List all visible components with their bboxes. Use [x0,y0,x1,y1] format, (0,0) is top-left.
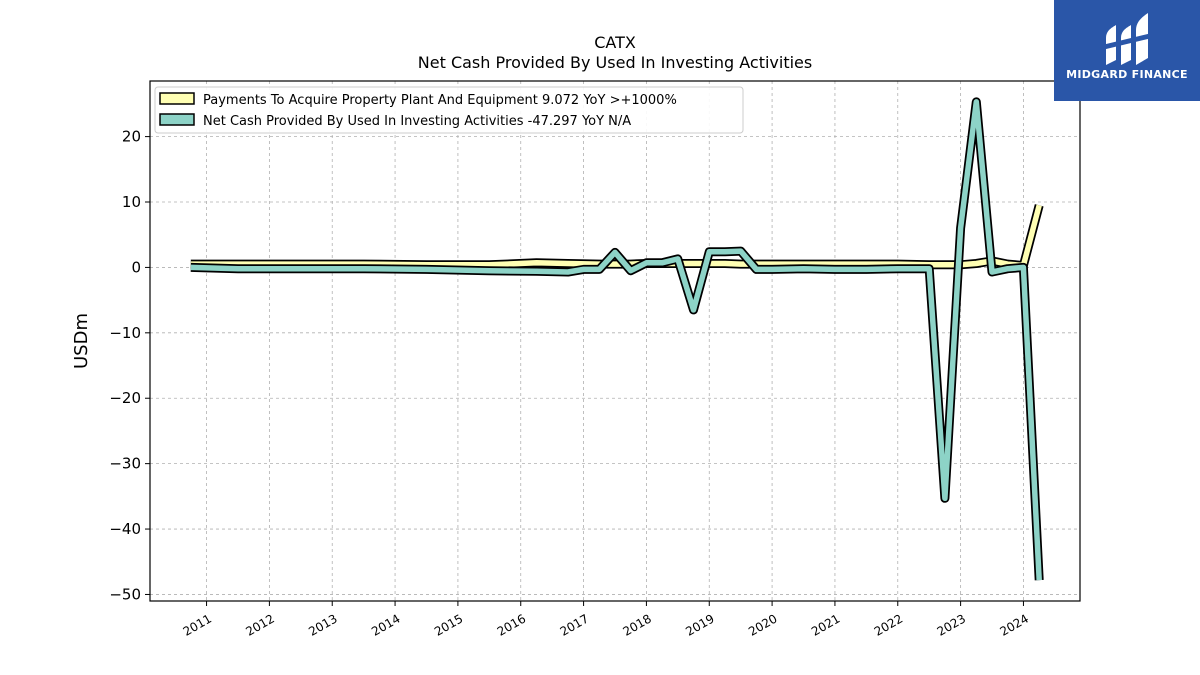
x-tick-label: 2011 [181,611,214,638]
x-tick-label: 2012 [243,611,276,638]
y-tick-label: 0 [131,258,141,276]
y-axis-label: USDm [71,313,92,369]
y-tick-label: −40 [109,520,141,538]
x-tick-label: 2024 [997,611,1030,638]
x-tick-label: 2021 [809,611,842,638]
series-2-line [190,99,1042,581]
y-tick-label: −50 [109,585,141,603]
y-tick-label: −10 [109,324,141,342]
legend-swatch-2 [159,113,195,126]
legend-box [154,86,744,134]
x-tick-label: 2019 [683,611,716,638]
x-tick-label: 2022 [872,611,905,638]
series-2-outline [190,97,1044,581]
x-tick-label: 2020 [746,611,779,638]
x-tick-label: 2017 [558,611,591,638]
x-tick-label: 2013 [306,611,339,638]
chart-subtitle: Net Cash Provided By Used In Investing A… [417,53,813,72]
chart-title: CATX [594,33,636,52]
legend-label-1: Payments To Acquire Property Plant And E… [203,93,677,108]
x-tick-label: 2018 [620,611,653,638]
legend: Payments To Acquire Property Plant And E… [154,86,744,134]
x-tick-label: 2023 [935,611,968,638]
y-tick-label: 10 [122,193,141,211]
brand-logo: MIDGARD FINANCE [1054,0,1200,101]
y-tick-label: 20 [122,128,141,146]
x-tick-label: 2016 [495,611,528,638]
logo-text: MIDGARD FINANCE [1066,68,1188,81]
logo-mark-icon [1102,13,1152,65]
x-tick-label: 2014 [369,611,402,638]
x-tick-label: 2015 [432,611,465,638]
y-tick-label: −20 [109,389,141,407]
plot-frame [149,80,1081,602]
legend-swatch-1 [159,92,195,105]
y-tick-label: −30 [109,455,141,473]
legend-label-2: Net Cash Provided By Used In Investing A… [203,114,631,129]
